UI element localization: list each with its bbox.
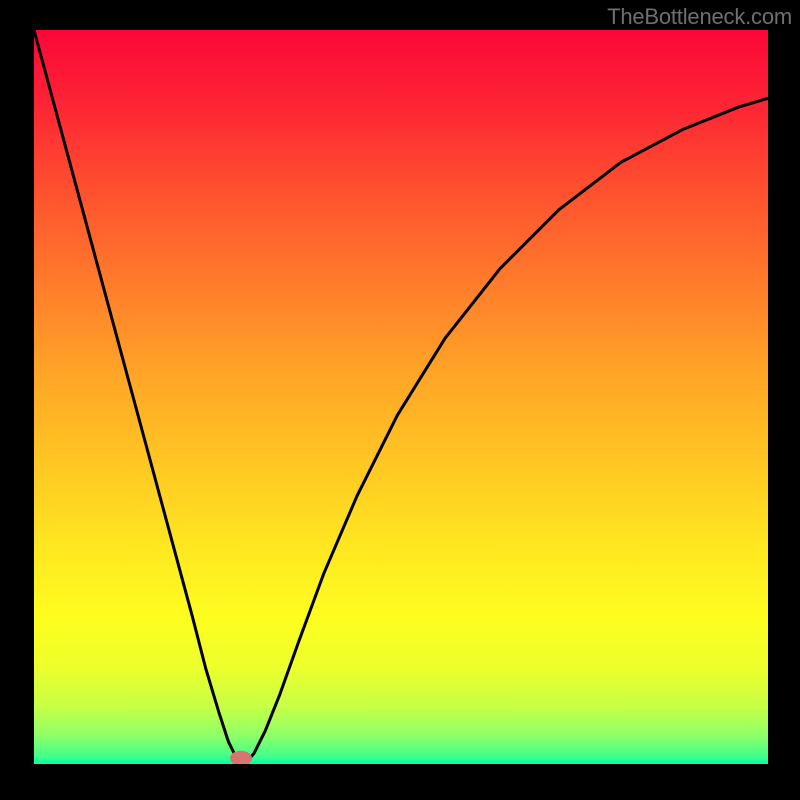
plot-frame — [34, 30, 768, 764]
bottleneck-curve — [34, 30, 768, 764]
curve-layer — [34, 30, 768, 764]
attribution-text: TheBottleneck.com — [607, 4, 792, 30]
